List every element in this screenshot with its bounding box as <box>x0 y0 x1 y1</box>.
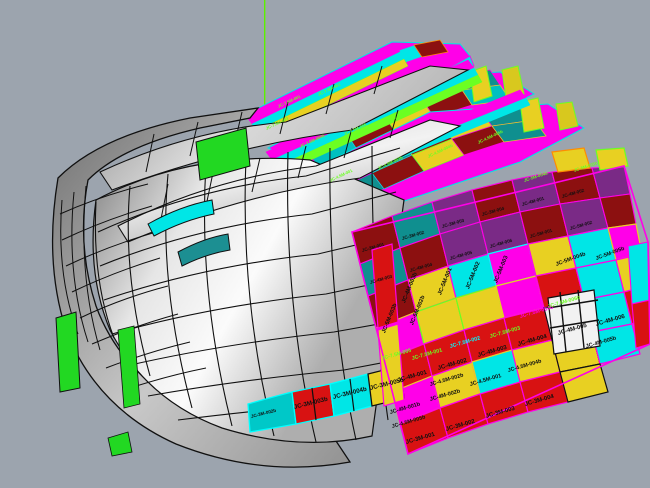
block-grid-boundary <box>351 165 650 456</box>
green-patch-bow-strip[interactable] <box>117 325 141 409</box>
stern-detail-panel[interactable] <box>547 289 601 355</box>
block-panel-grid[interactable] <box>247 147 650 456</box>
cyan-patch-midships[interactable] <box>147 199 215 237</box>
hull-shell-mesh[interactable] <box>51 65 470 468</box>
green-patch-upper-bow[interactable] <box>195 127 251 181</box>
hull-deck-dividers <box>145 65 399 225</box>
cyan-patch-deck-edge[interactable] <box>177 233 231 267</box>
block-row-shadowed-top[interactable] <box>351 165 631 265</box>
block-rim-highlights <box>551 147 629 173</box>
hull-deck-band <box>99 65 470 191</box>
green-patch-lower-bow[interactable] <box>55 311 81 393</box>
stern-edge-caps[interactable] <box>627 241 650 349</box>
axis-marker-vertical <box>264 0 266 116</box>
block-strip-forward[interactable] <box>371 243 405 407</box>
green-patch-keel[interactable] <box>107 431 133 457</box>
